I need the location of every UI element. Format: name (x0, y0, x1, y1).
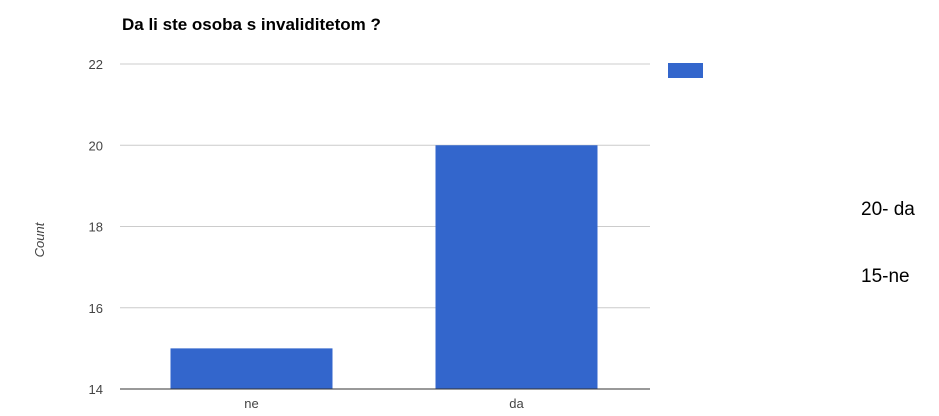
chart-title: Da li ste osoba s invaliditetom ? (122, 15, 381, 34)
y-axis-label: Count (32, 221, 47, 257)
y-tick-label: 22 (89, 57, 103, 72)
side-note-ne: 15-ne (861, 266, 910, 287)
bars (170, 145, 598, 389)
bar-ne (170, 348, 333, 389)
x-tick-label-da: da (509, 396, 524, 411)
y-tick-label: 20 (89, 138, 103, 153)
side-note-da: 20- da (861, 199, 915, 220)
y-tick-label: 18 (89, 220, 103, 235)
y-tick-label: 14 (89, 382, 103, 397)
y-axis-ticks: 14 16 18 20 22 (89, 57, 103, 397)
bar-da (435, 145, 598, 389)
x-tick-label-ne: ne (244, 396, 258, 411)
y-tick-label: 16 (89, 301, 103, 316)
x-axis-ticks: ne da (244, 396, 524, 411)
legend-swatch (668, 63, 703, 78)
